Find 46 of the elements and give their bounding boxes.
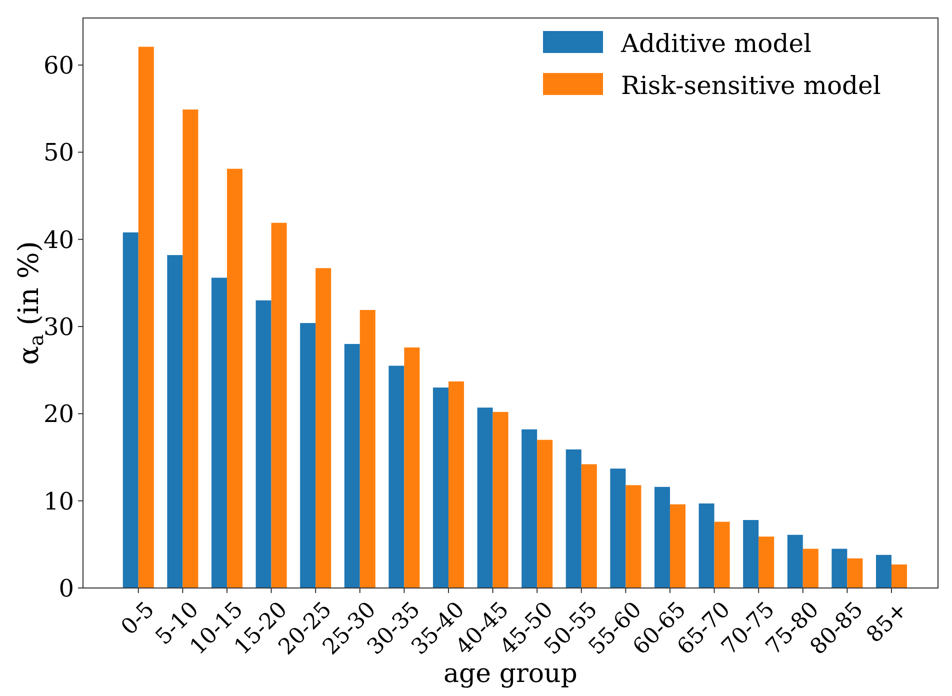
- bar: [271, 222, 287, 588]
- bar: [626, 485, 642, 588]
- bar: [388, 366, 404, 588]
- bar: [477, 408, 493, 588]
- bar: [566, 449, 582, 588]
- x-tick-label: 85+: [862, 597, 913, 648]
- bar: [654, 486, 670, 588]
- y-tick-label: 40: [43, 226, 74, 254]
- y-tick-label: 60: [43, 51, 74, 80]
- bar: [182, 110, 198, 588]
- bar: [300, 323, 316, 588]
- bar: [847, 558, 863, 588]
- y-tick-label: 10: [43, 487, 74, 516]
- bar: [832, 548, 848, 588]
- x-axis-title: age group: [444, 659, 578, 689]
- legend-label: Additive model: [620, 28, 812, 58]
- bar: [316, 268, 332, 588]
- bar: [581, 464, 597, 588]
- bar: [344, 344, 360, 588]
- bar: [891, 564, 907, 588]
- bar: [522, 429, 538, 588]
- bar: [167, 255, 183, 588]
- y-tick-label: 0: [58, 574, 74, 602]
- y-tick-label: 50: [43, 138, 74, 167]
- bar: [138, 46, 154, 588]
- bar: [758, 536, 774, 588]
- bar: [404, 347, 420, 588]
- bar: [256, 300, 272, 588]
- bar: [698, 503, 714, 588]
- bar: [226, 168, 242, 588]
- bar: [537, 440, 553, 588]
- bar: [670, 504, 686, 588]
- bar: [743, 520, 759, 588]
- bar: [432, 388, 448, 588]
- bar: [802, 548, 818, 588]
- bar: [714, 522, 730, 588]
- bar: [610, 468, 626, 588]
- bar: [492, 412, 508, 588]
- bar: [211, 278, 227, 588]
- y-tick-label: 20: [43, 400, 74, 428]
- bar: [876, 554, 892, 588]
- bar: [787, 534, 803, 588]
- bar: [448, 381, 464, 588]
- bar: [122, 232, 138, 588]
- legend-label: Risk-sensitive model: [621, 70, 881, 100]
- bar: [360, 310, 376, 588]
